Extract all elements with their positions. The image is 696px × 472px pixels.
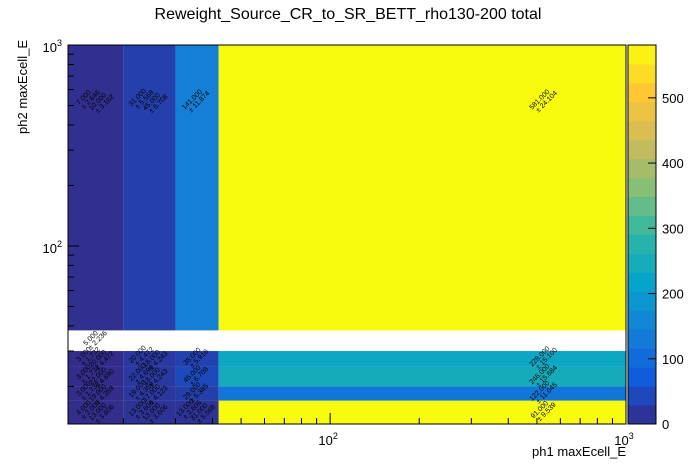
colorbar-tick-label: 200: [662, 287, 684, 302]
colorbar-segment: [628, 310, 656, 330]
heatmap-cell-r1-c3: [218, 386, 626, 401]
heatmap-cell-r3-c3: [218, 351, 626, 367]
colorbar-segment: [628, 120, 656, 141]
heatmap-cell-r4-c0: [68, 330, 124, 352]
colorbar-segment: [628, 139, 656, 160]
colorbar-segment: [628, 101, 656, 122]
colorbar-segment: [628, 177, 656, 198]
chart-title: Reweight_Source_CR_to_SR_BETT_rho130-200…: [154, 6, 542, 23]
colorbar-tick-label: 300: [662, 221, 684, 236]
colorbar-segment: [628, 82, 656, 103]
heatmap-cell-r4-c1: [123, 330, 176, 352]
heatmap-cell-r2-c2: [175, 366, 219, 387]
colorbar: 0 100 200 300 400 500: [627, 44, 684, 432]
heatmap-cell-r3-c1: [123, 351, 176, 367]
colorbar-segment: [628, 367, 656, 387]
x-axis-label: ph1 maxEcell_E: [532, 444, 626, 459]
colorbar-segment: [628, 158, 656, 179]
colorbar-segment: [628, 196, 656, 217]
y-tick-label: 103: [43, 38, 62, 55]
heatmap-cell-r1-c1: [123, 386, 176, 401]
x-tick-label: 102: [318, 431, 337, 448]
colorbar-segment: [628, 291, 656, 311]
heatmap-cell-r2-c1: [123, 366, 176, 387]
colorbar-frame: [627, 44, 657, 425]
heatmap-cell-r0-c3: [218, 400, 626, 424]
colorbar-segment: [628, 215, 656, 235]
heatmap-cell-r0-c2: [175, 400, 219, 424]
colorbar-segment: [628, 405, 656, 425]
y-axis-label: ph2 maxEcell_E: [15, 40, 30, 134]
colorbar-segment: [628, 272, 656, 292]
colorbar-segment: [628, 253, 656, 273]
heatmap-cell-r4-c3: [218, 330, 626, 352]
heatmap-cell-r1-c0: [68, 386, 124, 401]
colorbar-segment: [628, 386, 656, 406]
colorbar-segment: [628, 63, 656, 84]
heatmap-cells: [68, 45, 626, 424]
heatmap-cell-r2-c0: [68, 366, 124, 387]
heatmap-cell-r5-c1: [123, 45, 176, 331]
plot-frame: [67, 44, 627, 425]
heatmap-cell-r5-c3: [218, 45, 626, 331]
colorbar-segment: [628, 45, 656, 65]
heatmap-cell-r5-c2: [175, 45, 219, 331]
heatmap-cell-r5-c0: [68, 45, 124, 331]
colorbar-tick-label: 400: [662, 156, 684, 171]
y-tick-label: 102: [43, 239, 62, 256]
colorbar-segment: [628, 348, 656, 368]
heatmap-cell-r3-c2: [175, 351, 219, 367]
heatmap-cell-r4-c2: [175, 330, 219, 352]
colorbar-tick-label: 100: [662, 352, 684, 367]
heatmap-cell-r3-c0: [68, 351, 124, 367]
heatmap-cell-r1-c2: [175, 386, 219, 401]
colorbar-tick-label: 500: [662, 91, 684, 106]
colorbar-segment: [628, 234, 656, 254]
colorbar-tick-label: 0: [662, 417, 669, 432]
heatmap-cell-r0-c0: [68, 400, 124, 424]
heatmap-cell-r0-c1: [123, 400, 176, 424]
colorbar-segment: [628, 329, 656, 349]
heatmap-cell-r2-c3: [218, 366, 626, 387]
